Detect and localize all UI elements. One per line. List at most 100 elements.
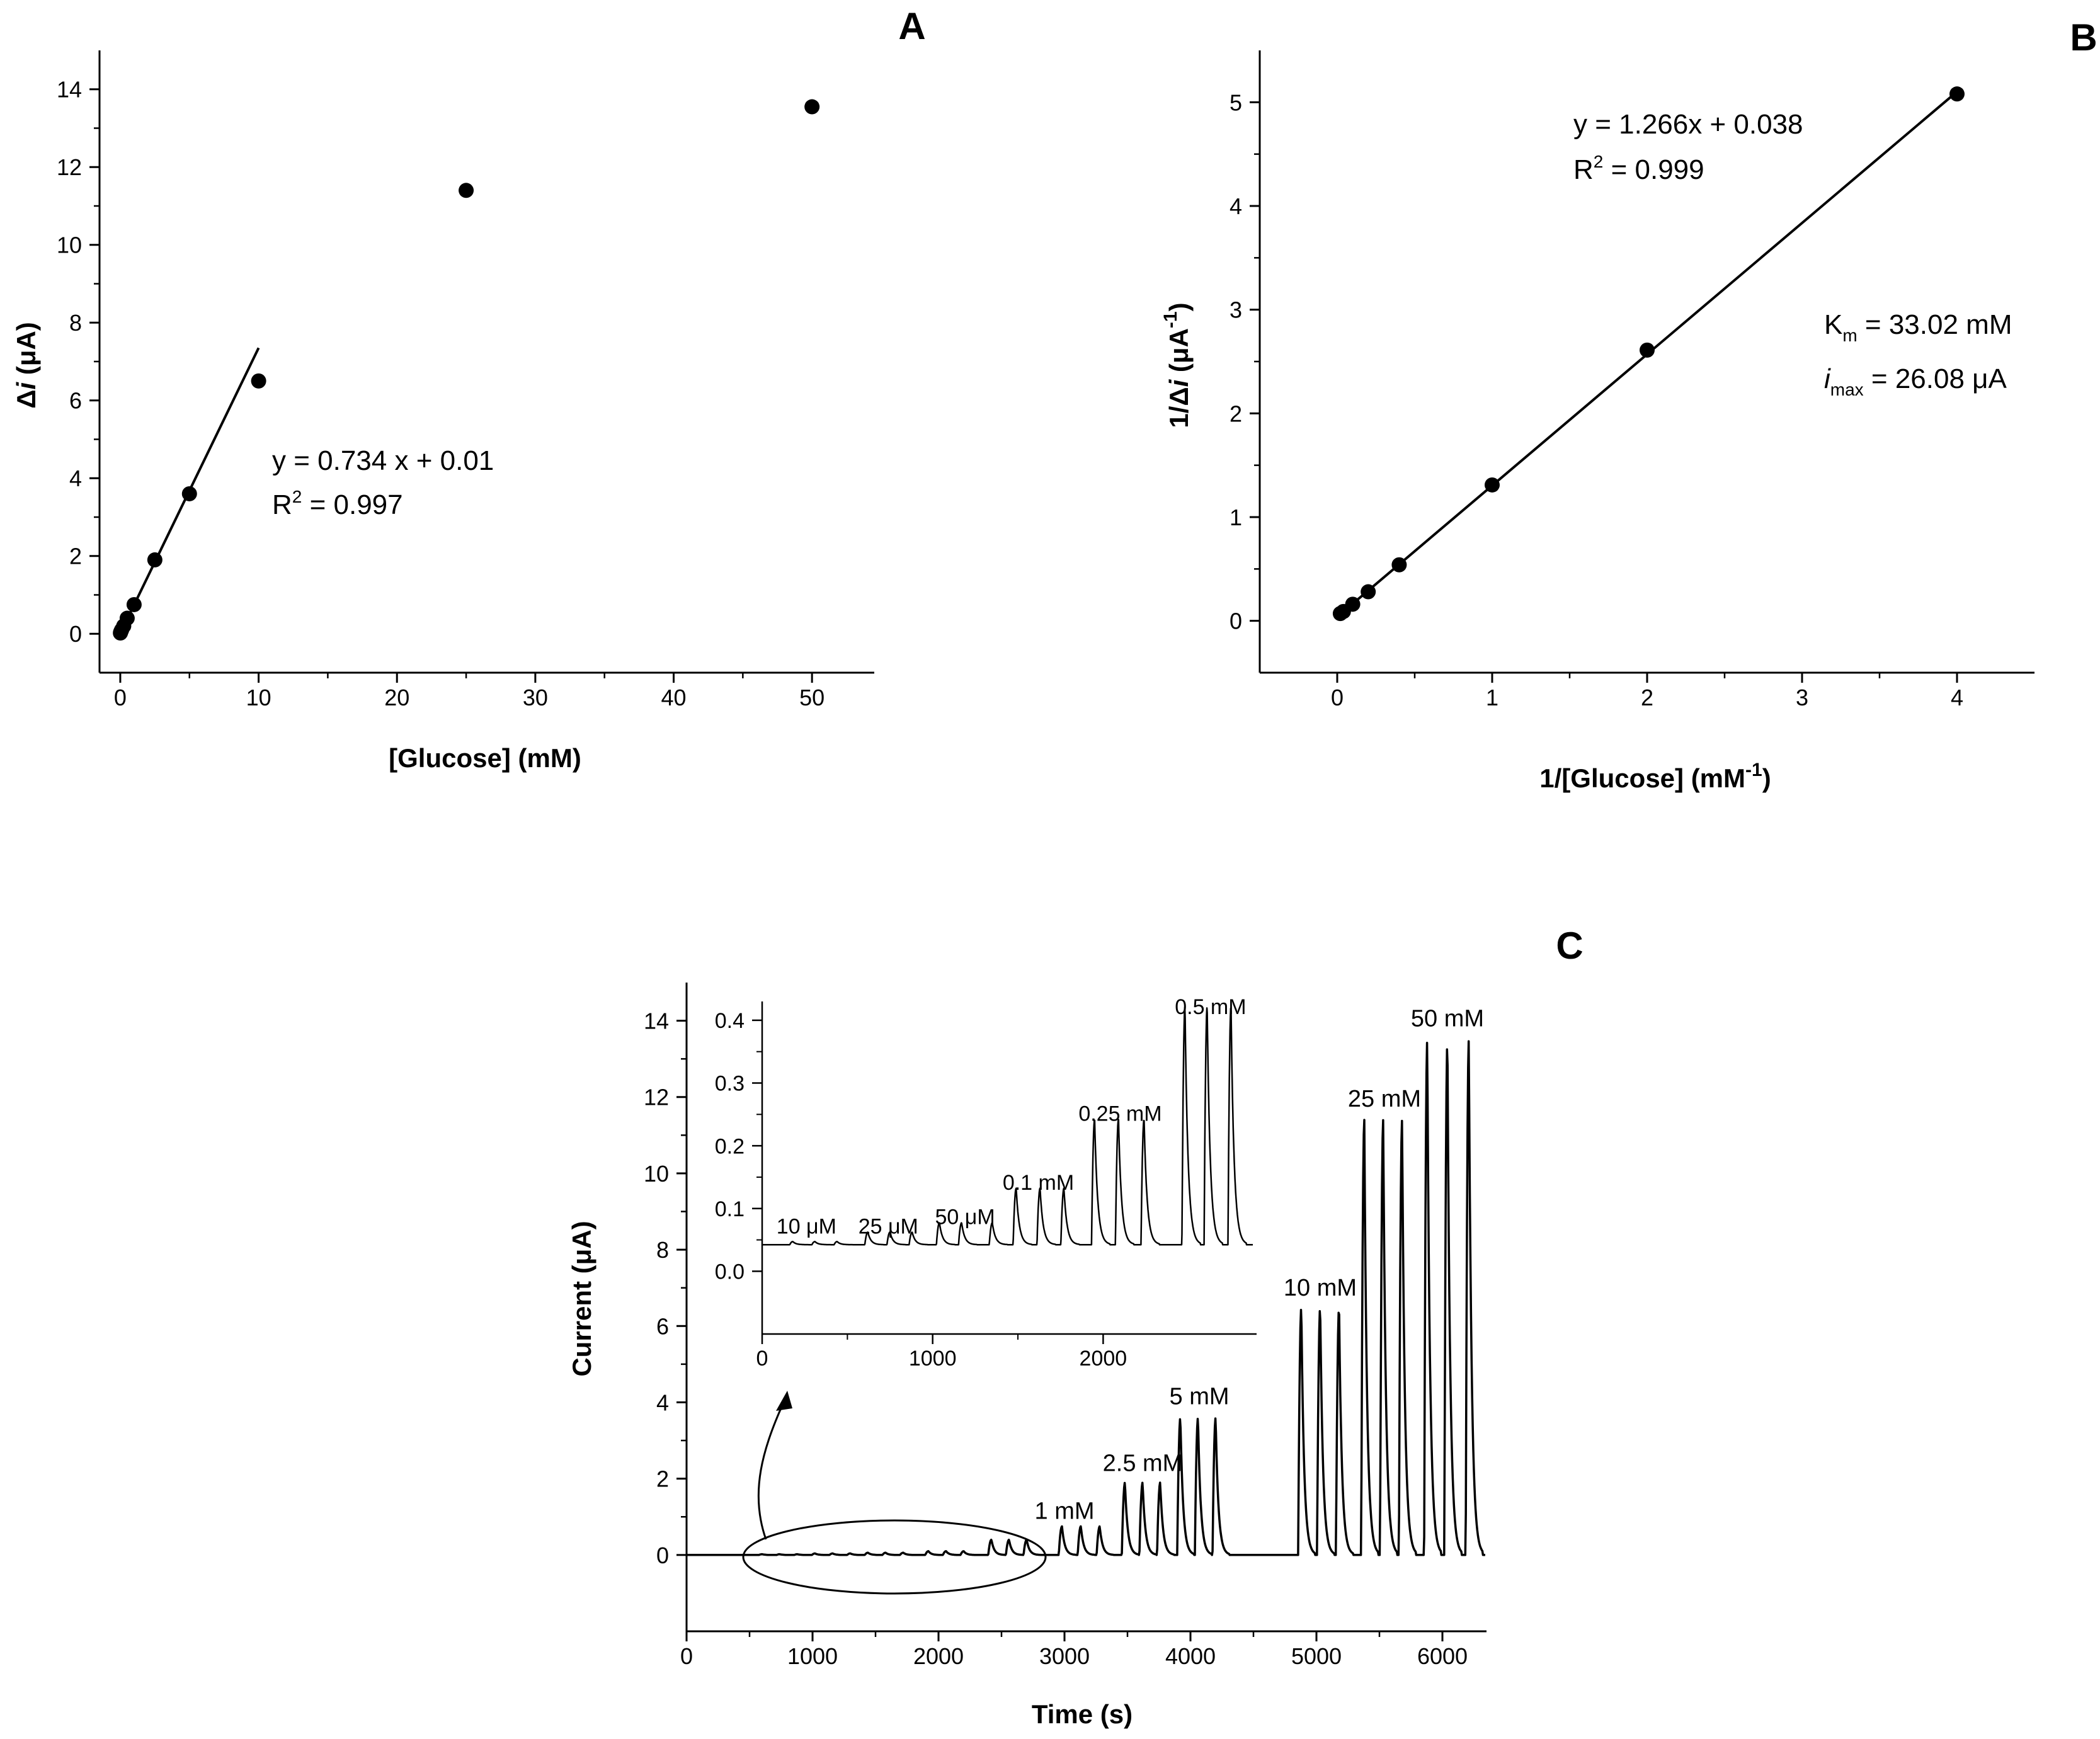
panel-a-r2: R2 = 0.997 bbox=[272, 487, 403, 520]
panel-a-y-tick-label: 2 bbox=[69, 544, 82, 569]
panel-a-y-tick-label: 6 bbox=[69, 388, 82, 414]
panel-b-data-point bbox=[1485, 477, 1500, 493]
panel-c-y-tick-label: 2 bbox=[656, 1466, 669, 1492]
inset-y-tick-label: 0.1 bbox=[715, 1197, 745, 1221]
panel-a-equation: y = 0.734 x + 0.01 bbox=[272, 445, 494, 476]
panel-c-trace bbox=[686, 1040, 1486, 1556]
panel-a-data-point bbox=[459, 183, 474, 198]
panel-b-xlabel: 1/[Glucose] (mM-1) bbox=[1539, 760, 1771, 793]
panel-c-x-tick-label: 2000 bbox=[913, 1643, 964, 1669]
panel-a-xlabel: [Glucose] (mM) bbox=[389, 743, 581, 773]
panel-c-zoom-ellipse bbox=[742, 1519, 1047, 1595]
panel-a-x-tick-label: 0 bbox=[114, 685, 127, 710]
panel-b-axes: 0 1 2 3 4 0 1 2 3 4 5 bbox=[1230, 50, 2034, 710]
panel-c-y-tick-label: 12 bbox=[644, 1085, 669, 1110]
panel-b-points bbox=[1332, 86, 1965, 622]
panel-a-letter: A bbox=[898, 5, 925, 47]
panel-c-x-tick-label: 5000 bbox=[1291, 1643, 1342, 1669]
panel-c-x-tick-label: 6000 bbox=[1417, 1643, 1468, 1669]
panel-c-inset: 0 1000 2000 0.0 0.1 0.2 0.3 0.4 10 μM 25 μM 50 μM… bbox=[715, 995, 1257, 1371]
panel-a-y-tick-label: 10 bbox=[57, 232, 82, 258]
panel-c-x-tick-label: 4000 bbox=[1165, 1643, 1216, 1669]
panel-b-r2-sup: 2 bbox=[1594, 152, 1604, 171]
panel-a-x-tick-label: 30 bbox=[523, 685, 548, 710]
panel-a-axes: 0 10 20 30 40 50 0 2 4 6 8 10 12 14 bbox=[57, 50, 874, 710]
panel-c-y-tick-label: 0 bbox=[656, 1542, 669, 1568]
panel-c-y-tick-label: 14 bbox=[644, 1008, 669, 1034]
inset-x-tick-label: 0 bbox=[756, 1347, 768, 1371]
panel-a-x-tick-label: 10 bbox=[246, 685, 271, 710]
panel-c-ylabel: Current (μA) bbox=[567, 1221, 596, 1376]
inset-y-tick-label: 0.3 bbox=[715, 1072, 745, 1096]
panel-b-y-tick-label: 4 bbox=[1230, 193, 1242, 219]
panel-b-km-sub: m bbox=[1842, 326, 1857, 345]
panel-a: A 0 10 20 30 40 50 0 2 4 6 8 10 12 14 y = 0.734 x + 0… bbox=[11, 5, 926, 773]
inset-y-tick-label: 0.4 bbox=[715, 1009, 745, 1033]
panel-c-zoom-arrow bbox=[757, 1396, 787, 1540]
panel-a-fit-line bbox=[119, 347, 260, 634]
inset-conc-label: 25 μM bbox=[859, 1215, 918, 1239]
panel-a-y-tick-label: 0 bbox=[69, 621, 82, 647]
panel-b-imax: imax = 26.08 μA bbox=[1824, 363, 2007, 399]
panel-b-x-tick-label: 3 bbox=[1796, 685, 1808, 710]
panel-a-y-tick-label: 8 bbox=[69, 310, 82, 336]
panel-b-x-tick-label: 2 bbox=[1641, 685, 1653, 710]
panel-a-r2-sup: 2 bbox=[292, 487, 302, 506]
inset-x-tick-label: 2000 bbox=[1080, 1347, 1127, 1371]
panel-b-y-tick-label: 5 bbox=[1230, 89, 1242, 115]
panel-b-km: Km = 33.02 mM bbox=[1824, 309, 2012, 345]
panel-b-y-tick-label: 2 bbox=[1230, 401, 1242, 426]
panel-c-x-tick-label: 0 bbox=[680, 1643, 693, 1669]
inset-conc-label: 0.1 mM bbox=[1003, 1171, 1074, 1195]
panel-a-x-tick-label: 50 bbox=[799, 685, 825, 710]
panel-a-x-tick-label: 20 bbox=[384, 685, 409, 710]
panel-b-x-tick-label: 0 bbox=[1331, 685, 1344, 710]
panel-b-data-point bbox=[1361, 584, 1376, 600]
inset-trace bbox=[762, 1006, 1253, 1246]
inset-conc-label: 0.5 mM bbox=[1175, 995, 1246, 1019]
panel-b-x-tick-label: 4 bbox=[1951, 685, 1963, 710]
panel-b-letter: B bbox=[2070, 16, 2097, 59]
panel-b-data-point bbox=[1391, 557, 1407, 573]
panel-a-x-tick-label: 40 bbox=[661, 685, 686, 710]
panel-c-y-tick-label: 4 bbox=[656, 1389, 669, 1415]
panel-b-imax-sub: max bbox=[1830, 380, 1864, 399]
panel-b-data-point bbox=[1640, 342, 1655, 358]
panel-b-data-point bbox=[1345, 596, 1361, 612]
panel-b: B 0 1 2 3 4 0 1 2 3 4 5 y = 1.266x + 0.038 R2 = 0.… bbox=[1160, 16, 2097, 793]
inset-conc-label: 0.25 mM bbox=[1078, 1102, 1161, 1126]
panel-b-ylabel: 1/Δi (μA-1) bbox=[1160, 302, 1194, 428]
panel-a-y-tick-label: 4 bbox=[69, 465, 82, 491]
inset-concentration-labels: 10 μM 25 μM 50 μM 0.1 mM 0.25 mM 0.5 mM bbox=[777, 995, 1247, 1239]
panel-b-x-tick-label: 1 bbox=[1486, 685, 1498, 710]
panel-a-y-tick-label: 14 bbox=[57, 77, 82, 103]
panel-b-y-tick-label: 3 bbox=[1230, 297, 1242, 323]
panel-c-axes: 0 1000 2000 3000 4000 5000 6000 0 2 4 6 8 10 12 14 bbox=[644, 983, 1487, 1669]
panel-a-y-tick-label: 12 bbox=[57, 154, 82, 180]
panel-b-y-tick-label: 0 bbox=[1230, 608, 1242, 634]
panel-b-r2: R2 = 0.999 bbox=[1573, 152, 1704, 185]
panel-c-conc-label: 10 mM bbox=[1284, 1275, 1357, 1301]
inset-conc-label: 50 μM bbox=[935, 1206, 995, 1229]
panel-a-points bbox=[113, 99, 820, 641]
panel-c-x-tick-label: 3000 bbox=[1039, 1643, 1090, 1669]
panel-b-data-point bbox=[1949, 86, 1965, 102]
panel-c-y-tick-label: 8 bbox=[656, 1237, 669, 1263]
inset-x-tick-label: 1000 bbox=[909, 1347, 957, 1371]
panel-c-conc-label: 25 mM bbox=[1348, 1086, 1421, 1112]
panel-c-conc-label: 2.5 mM bbox=[1103, 1451, 1183, 1477]
inset-y-tick-label: 0.0 bbox=[715, 1260, 745, 1284]
panel-c-xlabel: Time (s) bbox=[1032, 1699, 1133, 1729]
panel-b-equation: y = 1.266x + 0.038 bbox=[1573, 109, 1803, 140]
panel-c-y-tick-label: 10 bbox=[644, 1161, 669, 1187]
inset-conc-label: 10 μM bbox=[777, 1215, 836, 1239]
panel-c-zoom-arrowhead bbox=[776, 1391, 792, 1411]
panel-b-y-tick-label: 1 bbox=[1230, 505, 1242, 530]
panel-c-y-tick-label: 6 bbox=[656, 1313, 669, 1339]
panel-c: C 0 1000 2000 3000 4000 5000 6000 0 2 4 6 8 10 12 14 1… bbox=[567, 925, 1584, 1729]
panel-a-data-point bbox=[251, 373, 266, 389]
panel-c-conc-label: 5 mM bbox=[1170, 1384, 1230, 1410]
panel-c-conc-label: 50 mM bbox=[1411, 1006, 1484, 1032]
panel-c-x-tick-label: 1000 bbox=[787, 1643, 838, 1669]
